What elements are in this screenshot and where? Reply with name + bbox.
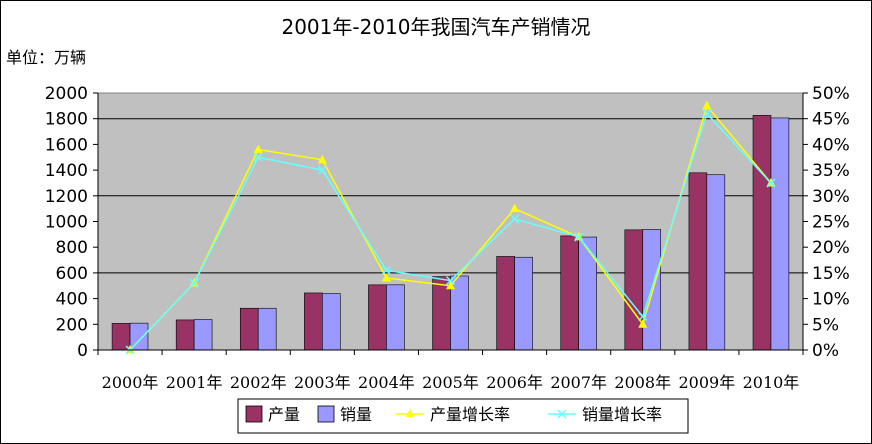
left-tick-label-8: 1600 — [45, 135, 88, 155]
right-tick-label-9: 45% — [812, 110, 850, 130]
left-tick-label-5: 1000 — [45, 213, 88, 233]
left-tick-label-1: 200 — [56, 315, 88, 335]
legend-label-production: 产量 — [268, 405, 300, 424]
bar-production-0 — [111, 323, 131, 351]
left-tick-label-2: 400 — [56, 290, 88, 310]
x-tick-label-1: 2001年 — [166, 373, 223, 392]
right-tick-label-8: 40% — [812, 135, 850, 155]
bar-sales-1 — [193, 319, 213, 351]
left-tick-label-9: 1800 — [45, 110, 88, 130]
left-tick-label-6: 1200 — [45, 187, 88, 207]
point-sales-growth-2 — [253, 152, 263, 162]
left-tick-label-3: 600 — [56, 264, 88, 284]
legend: 产量 销量 产量增长率 销量增长率 — [237, 398, 689, 434]
legend-marker-production-growth — [405, 409, 415, 417]
bar-sales-0 — [129, 322, 149, 351]
left-tick-label-4: 800 — [56, 238, 88, 258]
point-production-growth-9 — [702, 100, 712, 110]
legend-marker-sales-growth — [557, 409, 567, 419]
bar-production-2 — [239, 307, 259, 351]
point-sales-growth-8 — [638, 312, 648, 322]
bar-production-9 — [688, 172, 708, 351]
bar-production-6 — [496, 256, 515, 351]
legend-swatch-sales — [317, 405, 335, 423]
point-production-growth-8 — [638, 319, 648, 328]
right-tick-label-1: 5% — [812, 315, 839, 335]
bar-sales-2 — [257, 307, 277, 351]
point-sales-growth-7 — [574, 232, 584, 242]
right-tick-label-3: 15% — [812, 264, 850, 284]
right-tick-label-6: 30% — [812, 187, 850, 207]
point-production-growth-3 — [317, 154, 327, 164]
legend-label-sales: 销量 — [340, 405, 372, 424]
left-tick-label-0: 0 — [77, 341, 88, 361]
x-tick-label-7: 2007年 — [550, 373, 607, 392]
point-sales-growth-6 — [510, 214, 520, 224]
bar-sales-10 — [770, 117, 790, 351]
bar-production-8 — [624, 229, 644, 351]
point-sales-growth-5 — [445, 276, 456, 286]
x-tick-label-4: 2004年 — [358, 373, 415, 392]
point-sales-growth-1 — [189, 278, 199, 288]
gridlines — [98, 118, 803, 274]
point-sales-growth-10 — [766, 178, 776, 188]
x-tick-label-2: 2002年 — [230, 373, 287, 392]
x-axis-ticks: 2000年 2001年 2002年 2003年 2004年 2005年 2006年 2007年… — [97, 350, 804, 392]
right-tick-label-4: 20% — [812, 238, 850, 258]
bar-sales-7 — [578, 236, 597, 351]
legend-label-production-growth: 产量增长率 — [430, 405, 510, 424]
bar-production-3 — [304, 292, 323, 351]
x-tick-label-6: 2006年 — [486, 373, 543, 392]
right-axis-ticks: 0% 5% 10% 15% 20% 25% 30% 35% 40% 45% 50% — [802, 84, 850, 361]
x-tick-label-0: 2000年 — [102, 373, 159, 392]
chart-title: 2001年-2010年我国汽车产销情况 — [281, 15, 590, 39]
x-tick-label-8: 2008年 — [614, 373, 671, 392]
legend-label-sales-growth: 销量增长率 — [582, 405, 662, 424]
bar-sales-4 — [386, 284, 405, 351]
x-tick-label-10: 2010年 — [743, 373, 800, 392]
right-tick-label-7: 35% — [812, 161, 850, 181]
right-tick-label-0: 0% — [812, 341, 839, 361]
right-tick-label-5: 25% — [812, 213, 850, 233]
legend-box — [237, 398, 689, 434]
right-tick-label-2: 10% — [812, 290, 850, 310]
point-sales-growth-3 — [317, 165, 327, 175]
point-production-growth-5 — [446, 280, 455, 290]
point-production-growth-2 — [253, 144, 263, 154]
bar-production-10 — [752, 115, 772, 351]
point-sales-growth-9 — [702, 109, 712, 119]
point-sales-growth-4 — [381, 265, 391, 275]
left-tick-label-10: 2000 — [45, 84, 88, 104]
bar-sales-9 — [706, 174, 726, 351]
line-series — [125, 100, 776, 355]
point-production-growth-6 — [510, 203, 520, 213]
x-tick-label-9: 2009年 — [678, 373, 735, 392]
legend-swatch-production — [245, 405, 263, 423]
right-tick-label-10: 50% — [812, 84, 850, 104]
unit-label: 单位：万辆 — [6, 48, 86, 67]
left-axis-ticks: 0 200 400 600 800 1000 1200 1400 1600 1800 2000 — [45, 84, 99, 361]
point-production-growth-4 — [381, 273, 391, 282]
left-tick-label-7: 1400 — [45, 161, 88, 181]
bar-sales-6 — [514, 256, 533, 351]
x-tick-label-3: 2003年 — [294, 373, 351, 392]
bar-sales-3 — [322, 293, 341, 351]
bar-production-7 — [560, 235, 579, 351]
x-tick-label-5: 2005年 — [422, 373, 479, 392]
bar-production-1 — [175, 319, 195, 351]
bar-production-4 — [368, 284, 387, 351]
